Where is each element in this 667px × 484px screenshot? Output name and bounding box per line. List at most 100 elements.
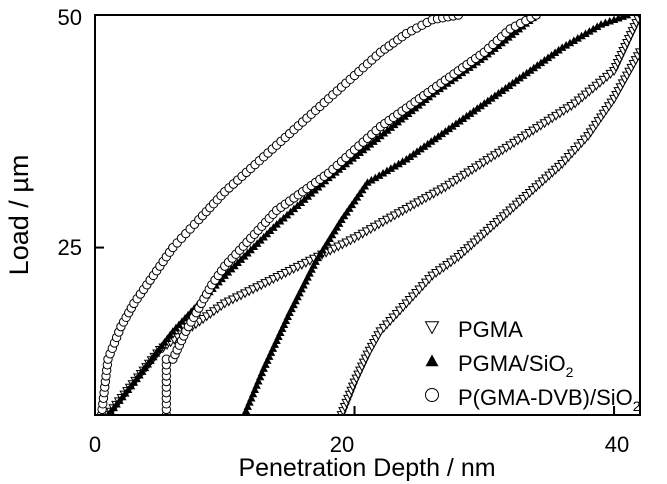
data-point bbox=[287, 304, 296, 313]
data-point bbox=[423, 139, 432, 148]
y-tick-label: 25 bbox=[58, 235, 82, 260]
data-point bbox=[374, 171, 384, 179]
series-2 bbox=[96, 15, 541, 415]
data-point bbox=[378, 168, 388, 177]
legend-marker-circle-icon bbox=[425, 388, 439, 402]
data-point bbox=[305, 269, 314, 277]
data-point bbox=[634, 48, 640, 58]
data-point bbox=[398, 157, 407, 165]
data-point bbox=[427, 137, 436, 145]
data-point bbox=[245, 398, 254, 406]
data-point bbox=[248, 389, 258, 398]
data-point bbox=[522, 68, 531, 77]
data-point bbox=[473, 104, 482, 112]
data-point bbox=[569, 36, 579, 44]
data-point bbox=[462, 111, 471, 120]
data-point bbox=[458, 114, 468, 122]
data-point bbox=[531, 15, 541, 20]
data-point bbox=[266, 348, 276, 356]
legend-entry-pgma-sio2: PGMA/SiO2 bbox=[425, 351, 574, 380]
data-point bbox=[469, 106, 478, 115]
data-point bbox=[565, 38, 575, 47]
data-point bbox=[265, 352, 274, 360]
data-point bbox=[409, 149, 418, 158]
data-point bbox=[325, 234, 334, 243]
y-tick-label: 50 bbox=[58, 5, 82, 30]
data-point bbox=[550, 48, 560, 56]
data-point bbox=[268, 344, 278, 352]
data-point bbox=[557, 43, 567, 51]
data-point bbox=[577, 31, 586, 40]
data-point bbox=[455, 116, 464, 125]
x-tick-label: 0 bbox=[89, 432, 101, 457]
data-point bbox=[405, 152, 415, 161]
x-axis-label: Penetration Depth / nm bbox=[238, 454, 495, 482]
data-point bbox=[285, 308, 294, 317]
data-point bbox=[416, 144, 425, 153]
data-point bbox=[281, 316, 291, 325]
data-point bbox=[293, 292, 302, 301]
data-point bbox=[316, 249, 325, 258]
data-point bbox=[465, 109, 475, 117]
data-point bbox=[318, 245, 327, 254]
data-point bbox=[519, 71, 528, 79]
series-3 bbox=[336, 48, 640, 415]
data-point bbox=[540, 56, 549, 64]
legend-label: PGMA bbox=[458, 317, 523, 342]
data-point bbox=[390, 161, 399, 170]
data-point bbox=[255, 372, 265, 381]
data-point bbox=[476, 101, 485, 110]
data-point bbox=[311, 257, 320, 265]
data-point bbox=[394, 159, 403, 168]
data-point bbox=[327, 230, 337, 239]
data-point bbox=[453, 15, 464, 20]
data-point bbox=[252, 381, 261, 389]
data-point bbox=[274, 332, 283, 340]
legend-symbol bbox=[425, 388, 439, 402]
data-point bbox=[279, 320, 289, 328]
data-point bbox=[320, 242, 330, 250]
data-point bbox=[547, 50, 556, 59]
data-point bbox=[480, 99, 489, 107]
data-point bbox=[278, 324, 287, 332]
data-point bbox=[487, 94, 496, 102]
data-point bbox=[501, 83, 510, 92]
data-point bbox=[261, 360, 270, 368]
data-point bbox=[386, 164, 396, 172]
data-point bbox=[589, 24, 598, 33]
legend-entry-pgma: PGMA bbox=[424, 317, 523, 342]
data-point bbox=[295, 288, 304, 297]
data-point bbox=[543, 53, 553, 62]
legend-symbol bbox=[424, 321, 440, 335]
data-point bbox=[430, 134, 439, 143]
data-point bbox=[299, 280, 308, 289]
data-point bbox=[494, 89, 503, 97]
legend-label-main: PGMA/SiO bbox=[458, 351, 566, 376]
data-point bbox=[289, 300, 298, 309]
legend-symbol bbox=[425, 354, 439, 367]
data-point bbox=[382, 166, 392, 175]
data-point bbox=[508, 78, 517, 87]
markers-layer bbox=[96, 15, 640, 415]
data-point bbox=[419, 142, 429, 150]
legend-label: P(GMA-DVB)/SiO2 bbox=[458, 385, 641, 414]
data-point bbox=[272, 336, 281, 344]
data-point bbox=[283, 312, 292, 321]
data-point bbox=[554, 45, 563, 54]
x-tick-label: 40 bbox=[605, 432, 629, 457]
data-point bbox=[243, 402, 252, 410]
plot-frame bbox=[94, 14, 641, 416]
data-point bbox=[533, 61, 542, 69]
data-point bbox=[254, 376, 263, 385]
data-point bbox=[511, 76, 521, 84]
data-point bbox=[309, 261, 318, 269]
data-point bbox=[297, 284, 306, 293]
data-point bbox=[313, 253, 323, 262]
data-point bbox=[263, 356, 272, 364]
data-point bbox=[257, 368, 267, 377]
data-point bbox=[490, 91, 500, 100]
ticks-layer bbox=[94, 14, 616, 415]
legend-label: PGMA/SiO2 bbox=[458, 351, 574, 380]
data-point bbox=[307, 265, 316, 273]
legend-label-subscript: 2 bbox=[566, 364, 574, 380]
